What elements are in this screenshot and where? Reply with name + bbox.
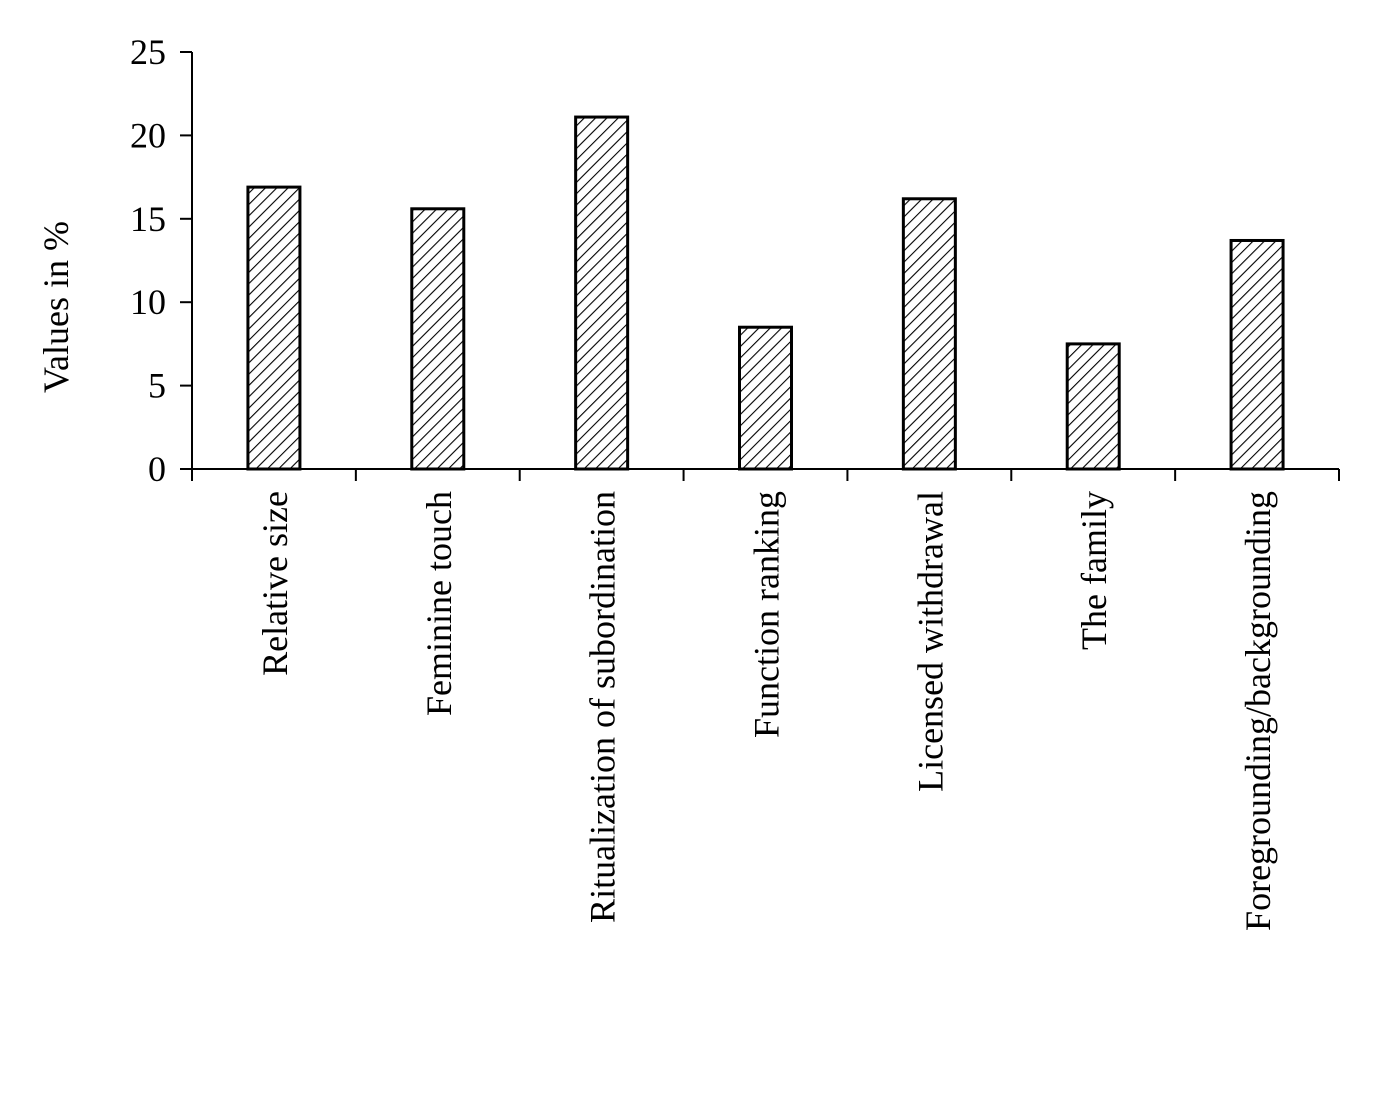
- y-axis-title: Values in %: [36, 221, 76, 393]
- category-label: Feminine touch: [419, 491, 459, 716]
- bars: [246, 115, 1285, 471]
- y-tick-label: 0: [148, 449, 166, 489]
- y-tick-label: 25: [130, 32, 166, 72]
- bar: [738, 325, 793, 471]
- category-label: Relative size: [255, 491, 295, 676]
- bar: [1229, 238, 1285, 471]
- category-labels: Relative size Feminine touch Ritualization…: [255, 491, 1278, 931]
- bar: [1065, 342, 1121, 471]
- category-label: Licensed withdrawal: [910, 491, 950, 792]
- category-label: Function ranking: [747, 491, 787, 738]
- y-ticks: 0 5 10 15 20 25: [130, 32, 192, 489]
- bar: [246, 185, 302, 471]
- x-ticks: [191, 469, 1340, 481]
- axes: [191, 52, 1339, 470]
- bar: [410, 207, 466, 471]
- category-label: Ritualization of subordination: [583, 491, 623, 923]
- y-tick-label: 20: [130, 115, 166, 155]
- bar: [901, 197, 957, 471]
- y-tick-label: 10: [130, 282, 166, 322]
- category-label: Foregrounding/backgrounding: [1238, 491, 1278, 931]
- bar: [574, 115, 630, 471]
- category-label: The family: [1074, 491, 1114, 650]
- y-tick-label: 5: [148, 366, 166, 406]
- y-tick-label: 15: [130, 199, 166, 239]
